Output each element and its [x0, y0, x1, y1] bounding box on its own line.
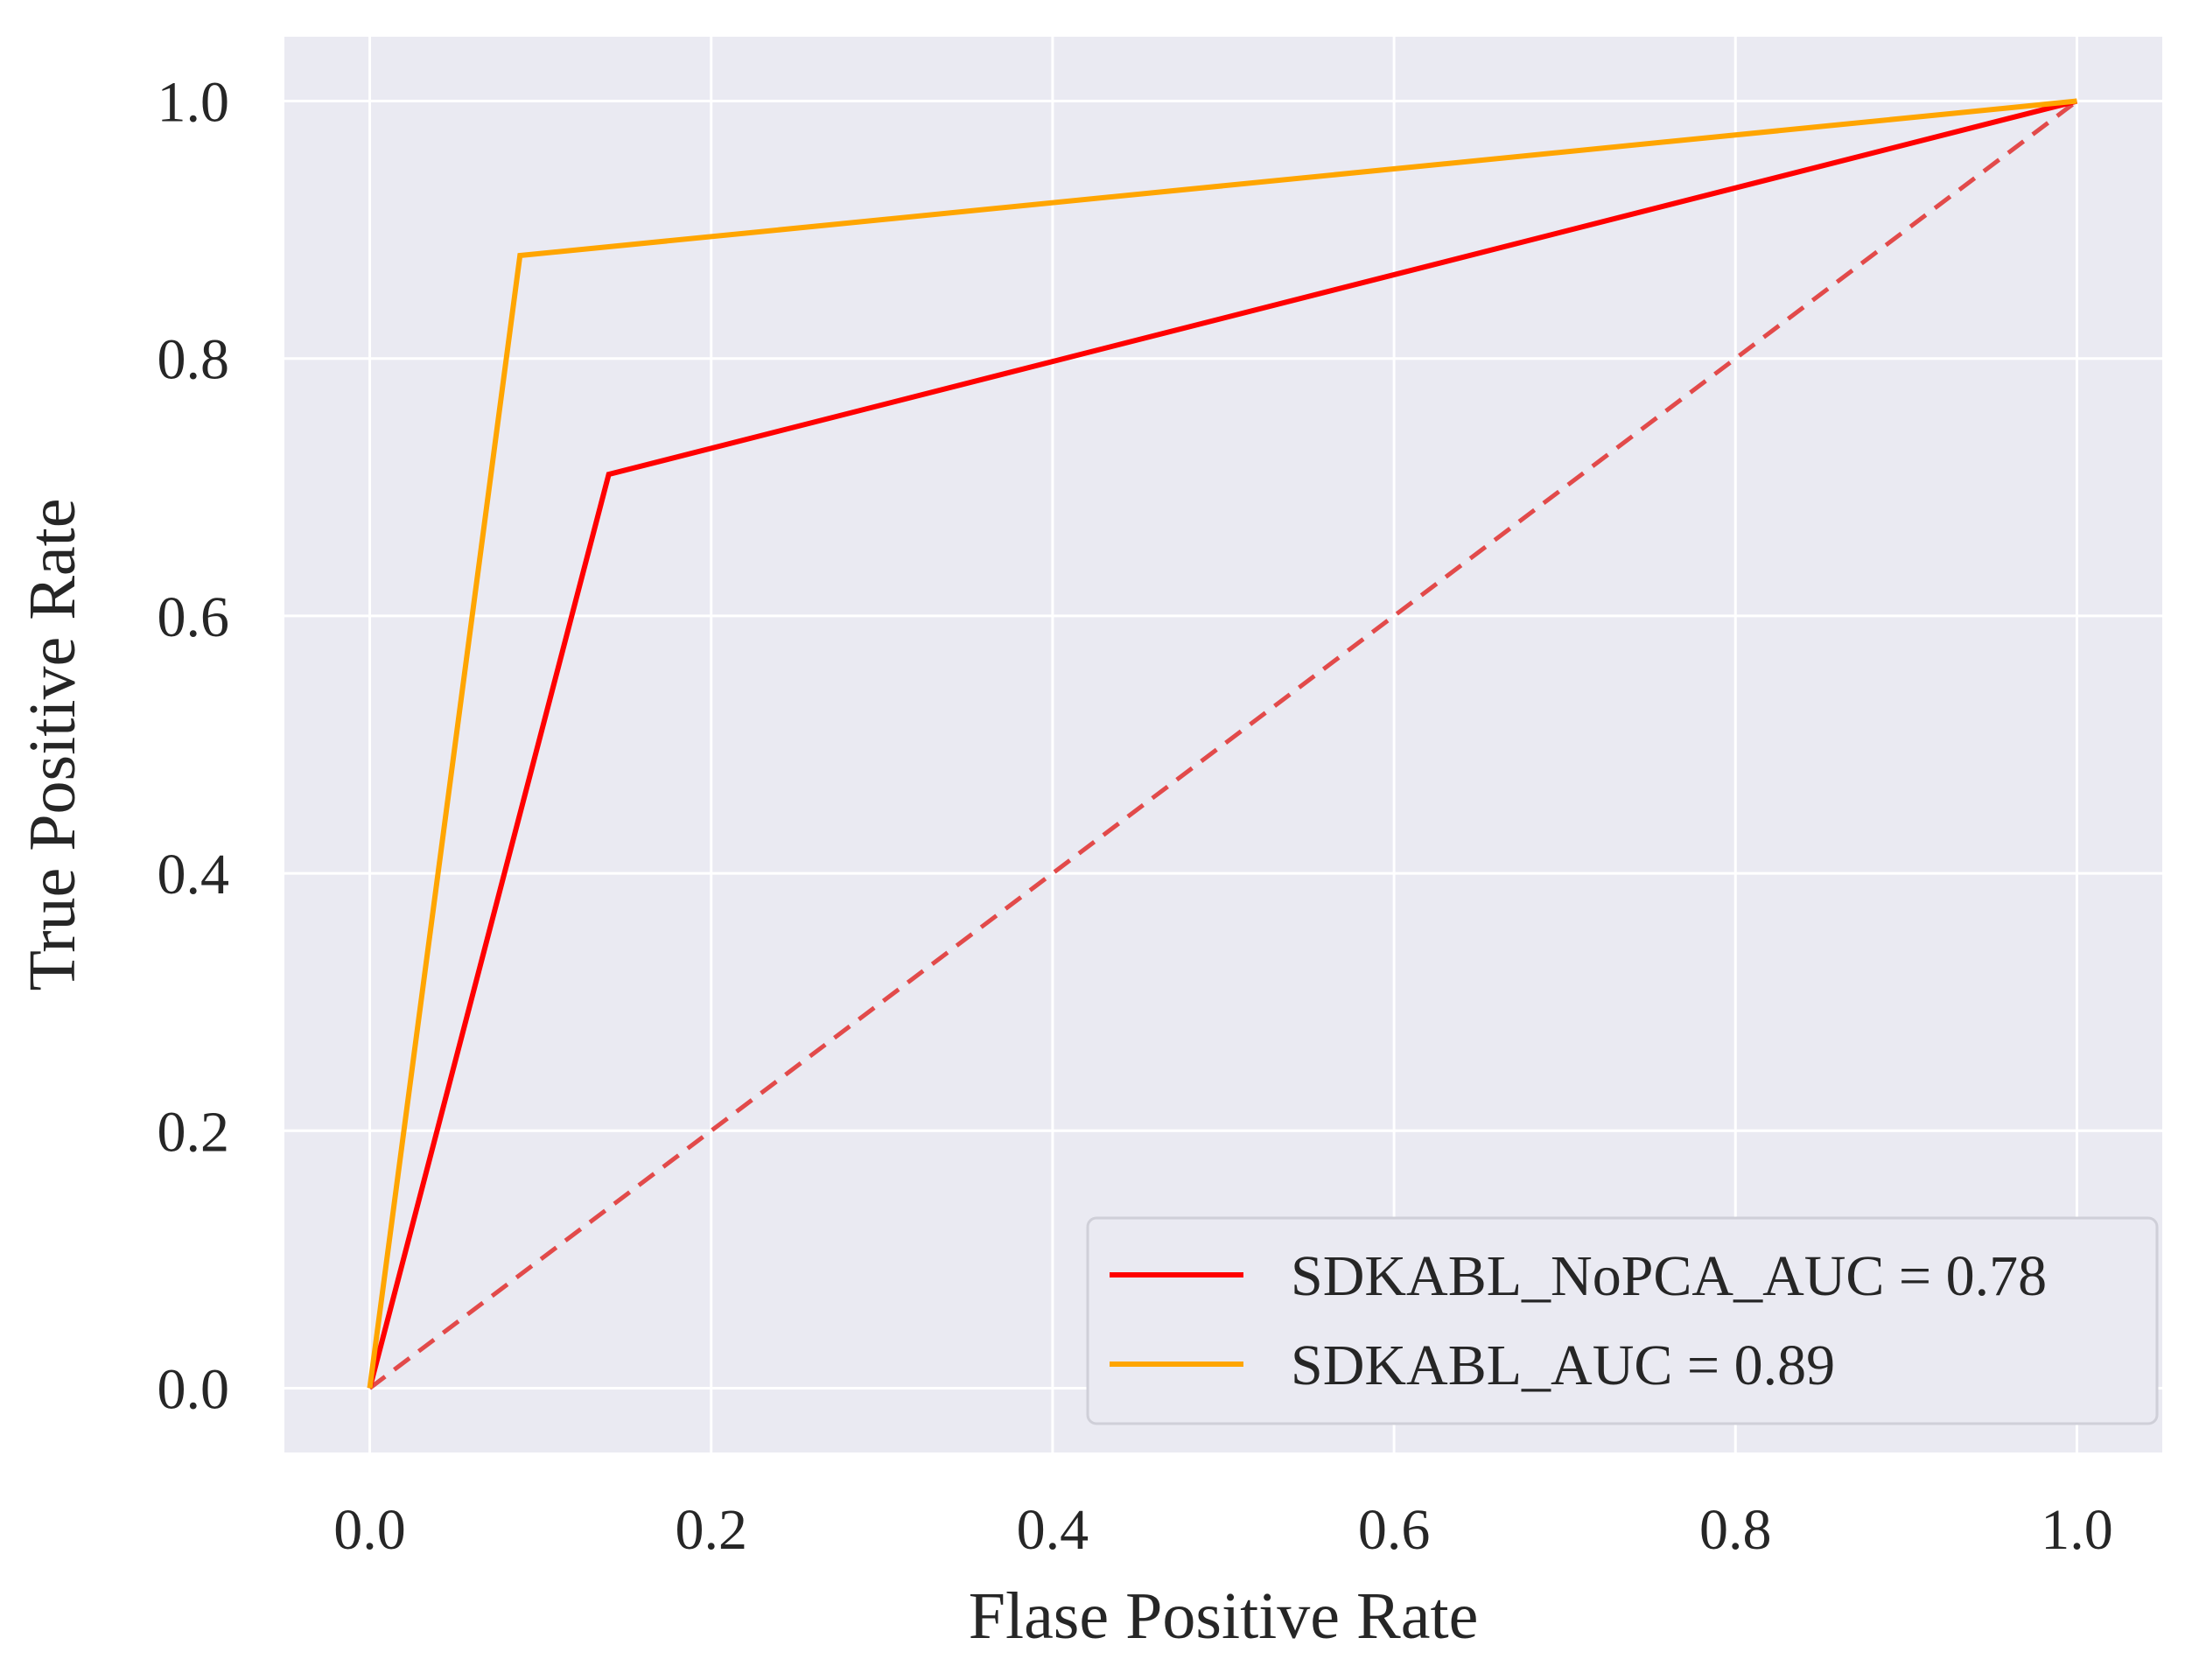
y-axis-label: True Positive Rate: [16, 499, 89, 991]
y-tick-label: 0.2: [158, 1100, 230, 1164]
legend-label: SDKABL_AUC = 0.89: [1291, 1334, 1835, 1397]
series-line-sdkabl: [367, 98, 2077, 1389]
x-tick-label: 0.6: [1358, 1498, 1431, 1562]
x-tick-label: 1.0: [2041, 1498, 2113, 1562]
series-layer: [367, 98, 2078, 1390]
reference-layer: [368, 99, 2078, 1390]
legend-label: SDKABL_NoPCA_AUC = 0.78: [1291, 1244, 2047, 1308]
x-tick-label: 0.2: [675, 1498, 747, 1562]
legend: SDKABL_NoPCA_AUC = 0.78 SDKABL_AUC = 0.89: [1086, 1216, 2159, 1425]
series-line-sdkabl-nopca: [367, 98, 2078, 1390]
legend-box: [1086, 1216, 2159, 1425]
y-tick-label: 0.4: [158, 843, 230, 906]
grid-layer: [284, 37, 2162, 1452]
y-tick-labels: 0.0 0.2 0.4 0.6 0.8 1.0: [158, 71, 230, 1422]
x-tick-label: 0.4: [1017, 1498, 1089, 1562]
chance-diagonal-line: [368, 99, 2078, 1390]
x-axis-label: Flase Positive Rate: [969, 1579, 1479, 1653]
x-tick-label: 0.8: [1699, 1498, 1772, 1562]
y-tick-label: 0.8: [158, 328, 230, 392]
y-tick-label: 1.0: [158, 71, 230, 135]
y-tick-label: 0.6: [158, 585, 230, 649]
x-tick-label: 0.0: [333, 1498, 406, 1562]
y-tick-label: 0.0: [158, 1357, 230, 1421]
x-tick-labels: 0.0 0.2 0.4 0.6 0.8 1.0: [333, 1498, 2112, 1562]
